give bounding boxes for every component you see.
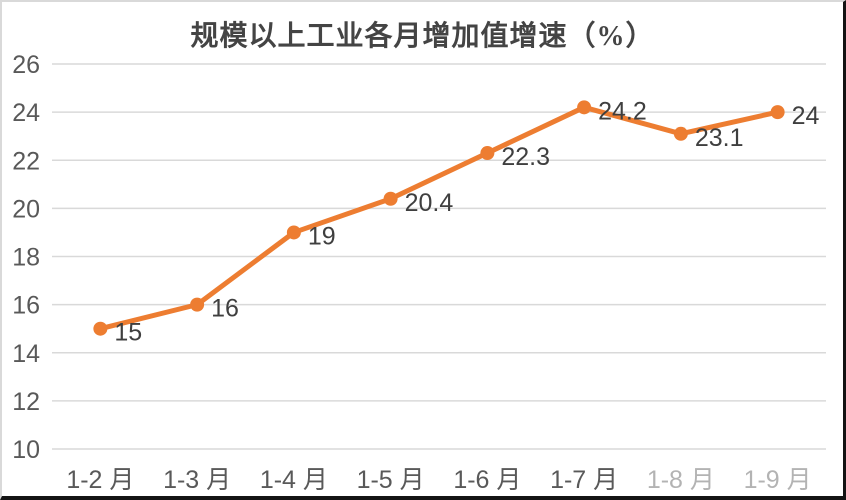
data-point-marker — [286, 225, 301, 240]
data-point-label: 20.4 — [405, 189, 454, 217]
x-tick-label: 1-7 月 — [550, 466, 618, 494]
data-point-marker — [190, 297, 205, 312]
y-tick-label: 10 — [12, 436, 40, 464]
x-tick-label: 1-2 月 — [66, 466, 134, 494]
data-point-label: 19 — [308, 222, 336, 250]
data-point-marker — [93, 321, 108, 336]
data-point-label: 22.3 — [501, 143, 550, 171]
data-point-marker — [383, 191, 398, 206]
y-tick-label: 18 — [12, 244, 40, 272]
y-tick-label: 24 — [12, 99, 40, 127]
y-tick-label: 16 — [12, 292, 40, 320]
y-tick-label: 22 — [12, 147, 40, 175]
data-point-label: 23.1 — [695, 124, 744, 152]
data-point-label: 15 — [114, 319, 142, 347]
x-tick-label: 1-6 月 — [453, 466, 521, 494]
data-point-marker — [480, 146, 495, 161]
y-tick-label: 20 — [12, 195, 40, 223]
x-tick-label: 1-5 月 — [357, 466, 425, 494]
y-tick-label: 26 — [12, 51, 40, 79]
y-tick-label: 12 — [12, 388, 40, 416]
data-point-label: 24.2 — [598, 97, 647, 125]
x-tick-label: 1-4 月 — [260, 466, 328, 494]
x-tick-label: 1-3 月 — [163, 466, 231, 494]
data-point-marker — [673, 126, 688, 141]
y-tick-label: 14 — [12, 340, 40, 368]
data-point-marker — [770, 105, 785, 120]
data-point-label: 24 — [792, 102, 820, 130]
series-line — [97, 104, 781, 332]
data-point-label: 16 — [211, 295, 239, 323]
x-tick-label: 1-8 月 — [647, 466, 715, 494]
x-tick-label: 1-9 月 — [744, 466, 812, 494]
data-point-marker — [577, 100, 592, 115]
